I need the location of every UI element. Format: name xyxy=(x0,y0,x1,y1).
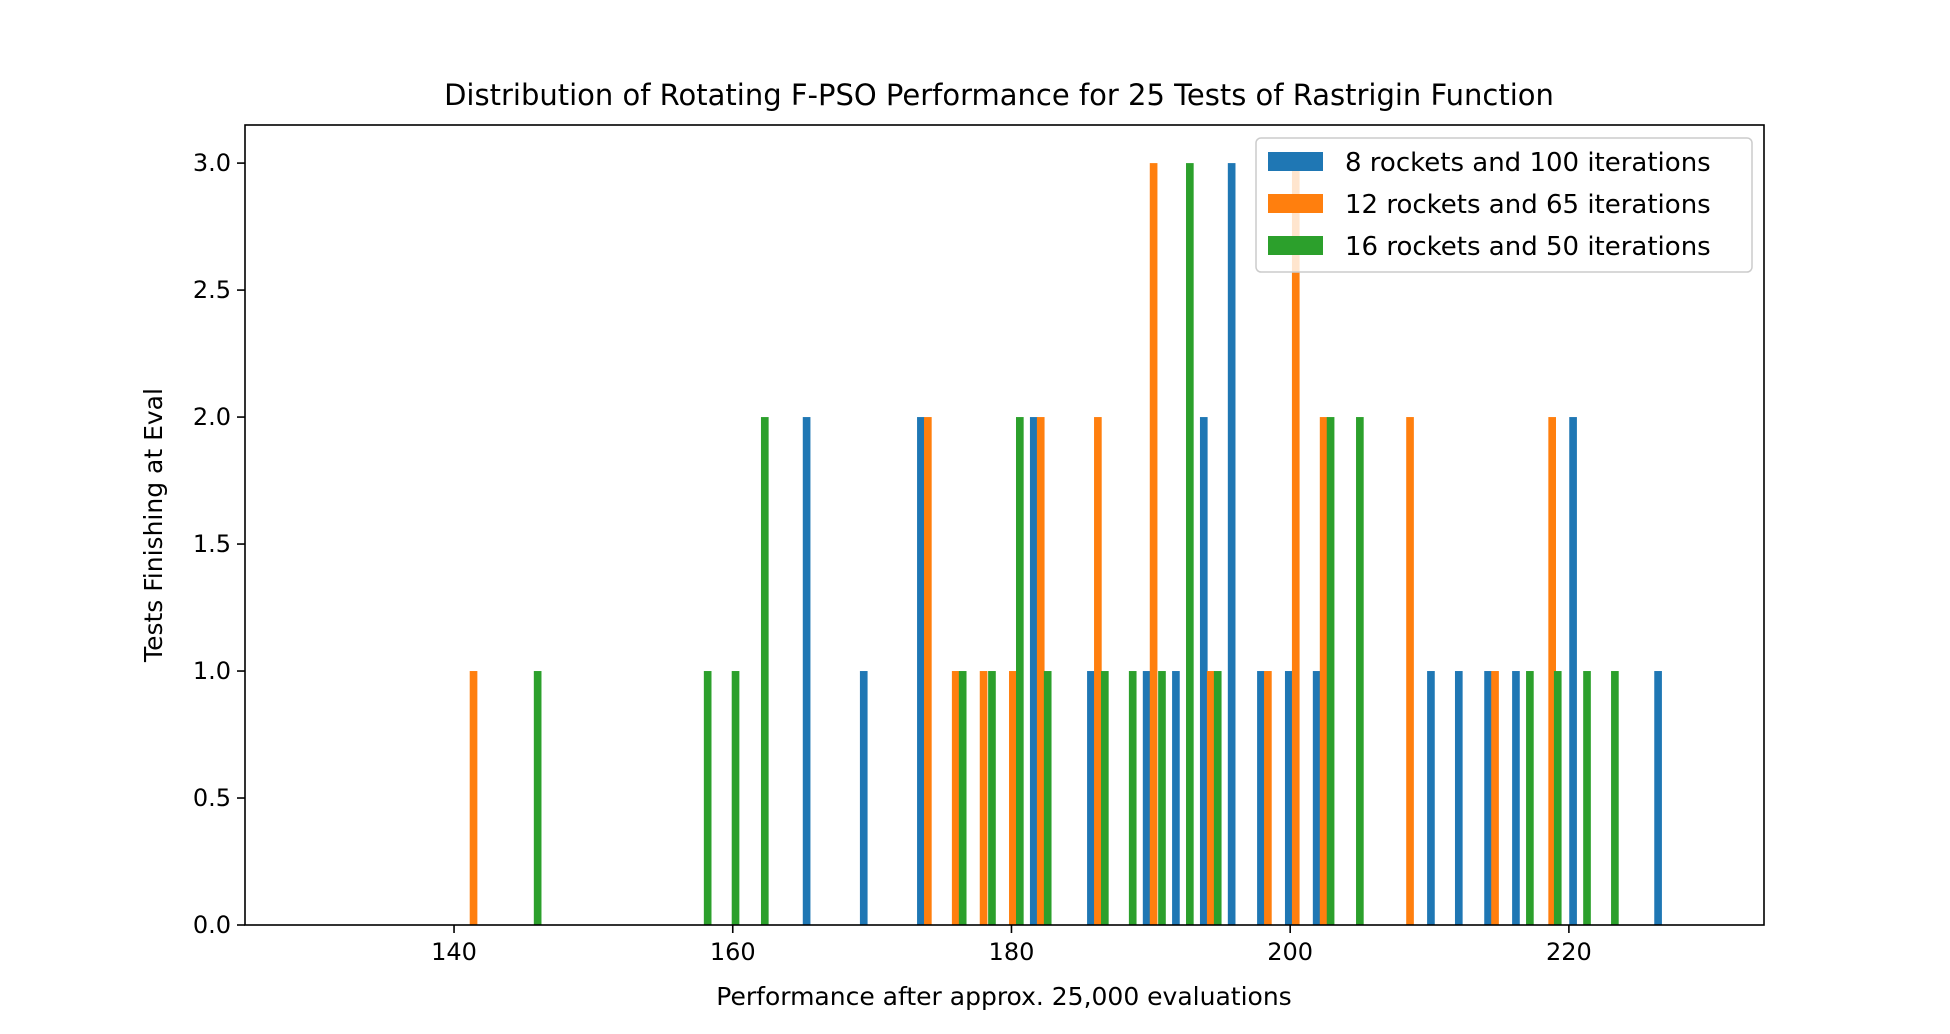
bar-series-3-1 xyxy=(703,671,712,925)
y-tick-label: 0.5 xyxy=(193,784,231,812)
y-tick-label: 1.5 xyxy=(193,530,231,558)
x-axis-label: Performance after approx. 25,000 evaluat… xyxy=(716,982,1291,1011)
bar-series-2-8 xyxy=(1206,671,1215,925)
bar-series-3-11 xyxy=(1186,163,1194,926)
bar-series-2-2 xyxy=(951,671,960,925)
y-axis: 0.0 0.5 1.0 1.5 2.0 2.5 3.0 xyxy=(193,149,245,939)
bar-series-1-5 xyxy=(1142,671,1151,925)
y-tick-label: 0.0 xyxy=(193,911,231,939)
bar-series-2-3 xyxy=(979,671,988,925)
bar-series-2-6 xyxy=(1094,417,1102,925)
bar-series-3-6 xyxy=(1016,417,1024,925)
legend-label-2: 12 rockets and 65 iterations xyxy=(1345,190,1711,220)
bar-series-2-9 xyxy=(1264,671,1272,925)
bar-series-2-5 xyxy=(1036,417,1045,925)
plot-frame xyxy=(244,124,1765,926)
bar-series-3-12 xyxy=(1213,671,1222,925)
bar-series-1-6 xyxy=(1172,671,1180,925)
legend-label-1: 8 rockets and 100 iterations xyxy=(1345,148,1711,178)
bar-series-1-2 xyxy=(917,417,925,925)
x-tick-label: 220 xyxy=(1546,938,1592,966)
bar-series-2-0 xyxy=(469,671,478,925)
bar-series-1-17 xyxy=(1654,671,1662,925)
x-tick-label: 140 xyxy=(431,938,477,966)
bar-series-3-13 xyxy=(1326,417,1335,925)
bar-series-1-8 xyxy=(1227,163,1236,926)
bar-series-3-0 xyxy=(533,671,542,925)
bar-series-2-4 xyxy=(1009,671,1017,925)
bar-series-3-4 xyxy=(958,671,967,925)
bar-series-3-14 xyxy=(1356,417,1364,925)
y-tick-label: 3.0 xyxy=(193,149,231,177)
bar-series-2-1 xyxy=(924,417,932,925)
chart-title: Distribution of Rotating F-PSO Performan… xyxy=(444,78,1554,112)
bar-series-3-10 xyxy=(1158,671,1166,925)
bar-series-3-15 xyxy=(1526,671,1534,925)
x-tick-label: 200 xyxy=(1267,938,1313,966)
bar-series-2-13 xyxy=(1491,671,1499,925)
x-axis: 140 160 180 200 220 xyxy=(431,925,1592,966)
bar-series-1-13 xyxy=(1454,671,1463,925)
legend: 8 rockets and 100 iterations 12 rockets … xyxy=(1255,137,1753,273)
bar-series-1-15 xyxy=(1512,671,1520,925)
bar-series-1-0 xyxy=(802,417,811,925)
bar-series-1-1 xyxy=(859,671,868,925)
bar-series-1-4 xyxy=(1087,671,1095,925)
bar-series-1-16 xyxy=(1569,417,1577,925)
y-tick-label: 1.0 xyxy=(193,657,231,685)
bar-series-1-12 xyxy=(1427,671,1435,925)
bar-series-1-14 xyxy=(1484,671,1492,925)
x-tick-label: 160 xyxy=(710,938,756,966)
bars-layer xyxy=(469,163,1662,926)
bar-series-2-7 xyxy=(1149,163,1158,926)
bar-series-3-7 xyxy=(1043,671,1052,925)
bar-series-1-7 xyxy=(1199,417,1208,925)
bar-series-2-11 xyxy=(1319,417,1328,925)
bar-series-3-9 xyxy=(1128,671,1137,925)
legend-swatch-2 xyxy=(1268,194,1323,213)
bar-series-3-3 xyxy=(760,417,769,925)
bar-series-1-3 xyxy=(1029,417,1038,925)
bar-series-2-12 xyxy=(1406,417,1414,925)
legend-swatch-3 xyxy=(1268,236,1323,255)
bar-series-3-17 xyxy=(1583,671,1591,925)
bar-series-2-10 xyxy=(1291,163,1300,926)
bar-series-2-14 xyxy=(1548,417,1556,925)
legend-label-3: 16 rockets and 50 iterations xyxy=(1345,232,1711,262)
bar-series-1-9 xyxy=(1257,671,1265,925)
legend-box xyxy=(1255,137,1753,273)
bar-series-3-2 xyxy=(731,671,740,925)
legend-swatch-1 xyxy=(1268,152,1323,171)
bar-series-1-10 xyxy=(1284,671,1293,925)
bar-series-1-11 xyxy=(1312,671,1321,925)
y-tick-label: 2.0 xyxy=(193,403,231,431)
bar-series-3-5 xyxy=(988,671,996,925)
y-axis-label: Tests Finishing at Eval xyxy=(139,388,168,663)
bar-series-3-8 xyxy=(1101,671,1109,925)
bar-series-3-16 xyxy=(1553,671,1562,925)
bar-series-3-18 xyxy=(1611,671,1619,925)
x-tick-label: 180 xyxy=(989,938,1035,966)
y-tick-label: 2.5 xyxy=(193,276,231,304)
